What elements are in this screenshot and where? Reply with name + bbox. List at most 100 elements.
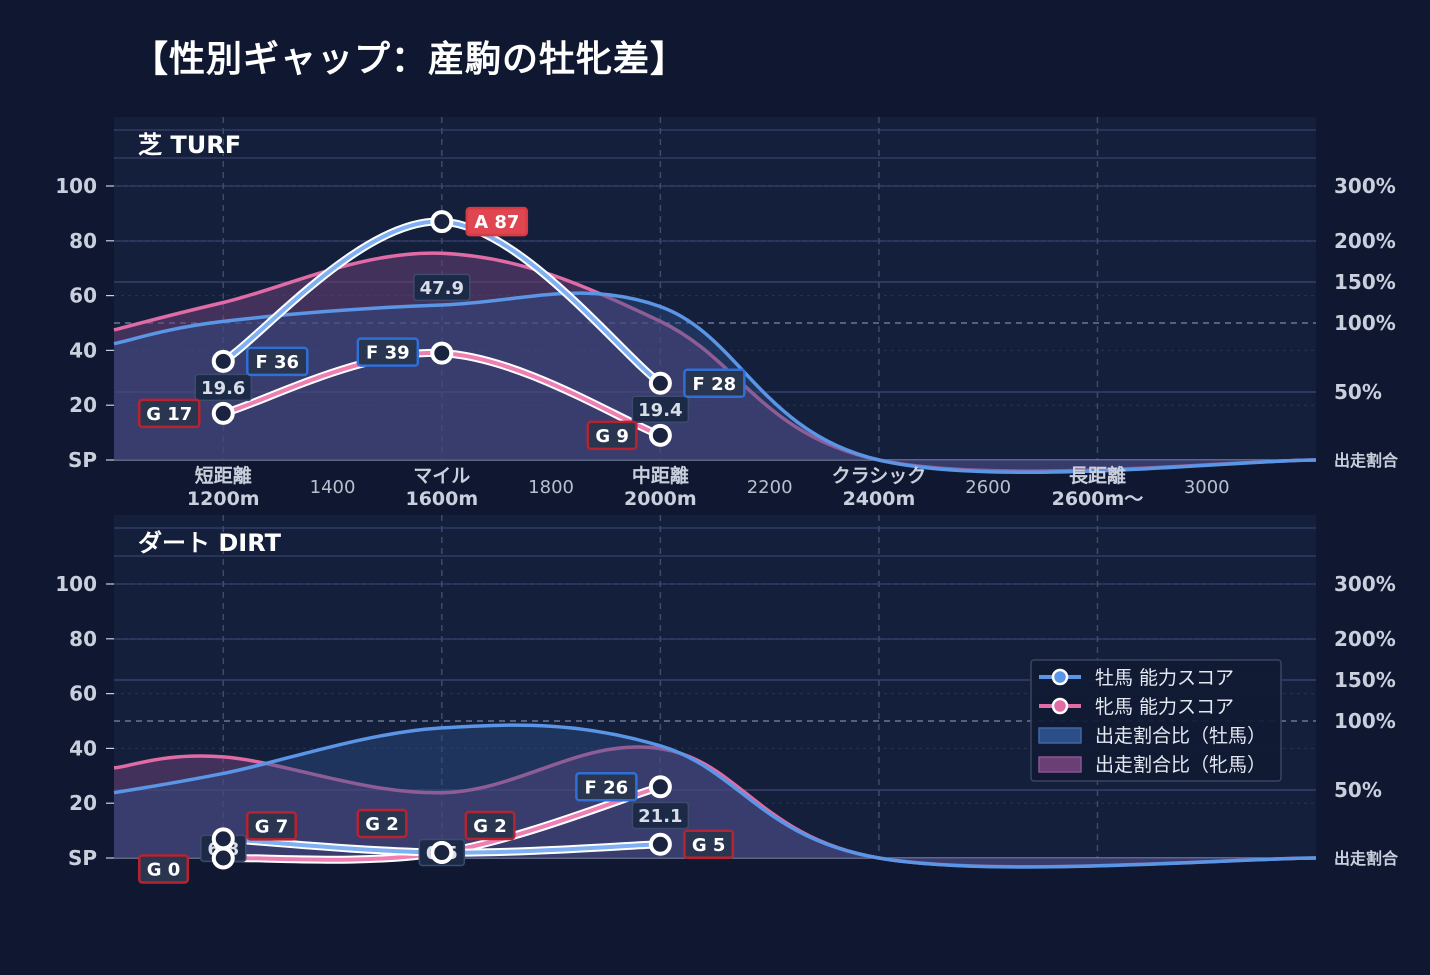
y-left-tick-label: 60 [69, 284, 97, 308]
grade-badge-box [246, 811, 298, 841]
legend-label: 出走割合比（牝馬） [1095, 754, 1266, 776]
panel-label: 芝 TURF [138, 131, 241, 159]
grade-badge: G 2 [464, 810, 516, 841]
grade-badge: G 7 [246, 811, 298, 841]
x-tick-category: クラシック [832, 465, 927, 487]
grade-badge: F 26 [575, 772, 638, 802]
grade-badge: G 9 [586, 420, 638, 451]
grade-badge: G 0 [138, 854, 190, 884]
x-tick-distance: 1600m [405, 488, 478, 510]
legend-item: 牡馬 能力スコア [1039, 667, 1234, 689]
grade-badge-label: G 9 [595, 426, 629, 447]
grade-badge-box [683, 829, 735, 860]
y-right-tick-label: 100% [1334, 311, 1396, 335]
page-title: 【性別ギャップ：産駒の牡牝差】 [132, 39, 688, 80]
gap-label: 19.6 [194, 373, 253, 402]
grade-badge: G 17 [138, 398, 201, 429]
grade-badge-label: G 2 [365, 814, 399, 835]
legend-label: 出走割合比（牡馬） [1095, 725, 1266, 747]
x-tick-category: 短距離 [195, 464, 252, 487]
grade-badge-box [465, 206, 529, 237]
share-line-male [113, 291, 1317, 475]
y-left-tick-label: 100 [55, 572, 97, 596]
grade-badge-box [586, 420, 638, 451]
y-left-tick-label: 80 [69, 229, 97, 253]
score-point-male [648, 371, 672, 395]
y-right-tick-label: 200% [1334, 229, 1396, 253]
panel-label: ダート DIRT [138, 529, 282, 557]
y-right-tick-label: 出走割合 [1334, 849, 1399, 868]
gap-label: 21.1 [631, 801, 690, 830]
gap-label-box [413, 273, 471, 302]
grade-badge-label: F 26 [585, 777, 629, 798]
legend-label: 牡馬 能力スコア [1095, 667, 1234, 689]
gap-label-box [631, 801, 690, 830]
grade-badge-label: A 87 [474, 212, 519, 233]
x-tick-minor: 1400 [310, 477, 356, 498]
y-left-tick-label: 20 [69, 791, 97, 815]
gap-label-value: 21.1 [638, 806, 682, 827]
y-left-tick-label: 60 [69, 682, 97, 706]
grade-badge-box [683, 368, 746, 399]
grade-badge: A 87 [465, 206, 529, 237]
share-line-male [113, 723, 1317, 869]
legend-marker-swatch [1051, 668, 1069, 686]
gap-label-box [194, 373, 253, 402]
y-left-tick-label: 100 [55, 174, 97, 198]
grade-badge-box [464, 810, 516, 841]
y-left-tick-label: SP [68, 846, 97, 870]
x-tick-minor: 1800 [528, 477, 574, 498]
grade-badge-label: G 2 [473, 816, 507, 837]
grade-badge-box [356, 337, 420, 367]
legend-marker-swatch [1051, 697, 1069, 715]
y-right-tick-label: 300% [1334, 174, 1396, 198]
x-tick-category: 中距離 [632, 464, 689, 487]
score-point-female [211, 846, 235, 870]
y-right-tick-label: 150% [1334, 270, 1396, 294]
y-left-tick-label: 40 [69, 736, 97, 760]
legend-item: 牝馬 能力スコア [1039, 696, 1234, 718]
score-point-male [648, 832, 672, 856]
y-left-tick-label: 80 [69, 627, 97, 651]
score-point-male [211, 349, 235, 373]
gap-label-value: 47.9 [420, 278, 464, 299]
legend-item: 出走割合比（牡馬） [1038, 725, 1266, 747]
gap-label-value: 19.6 [201, 378, 245, 399]
legend-patch-swatch [1038, 756, 1082, 773]
score-point-female [430, 341, 454, 365]
y-right-tick-label: 50% [1334, 778, 1382, 802]
y-right-tick-label: 150% [1334, 668, 1396, 692]
y-right-tick-label: 50% [1334, 380, 1382, 404]
legend-patch-swatch [1038, 727, 1082, 744]
grade-badge: G 2 [356, 808, 408, 839]
grade-badge-label: G 17 [146, 404, 192, 425]
y-left-tick-label: 20 [69, 393, 97, 417]
grade-badge-label: G 5 [692, 835, 726, 856]
grade-badge-box [356, 808, 408, 839]
gap-label-value: 19.4 [638, 400, 682, 421]
chart-panel-1: 芝 TURF SP 20 40 60 80 100 出走割合 50% 100% 150% 200% 30… [55, 117, 1399, 510]
grade-badge: F 36 [246, 346, 309, 377]
gap-label: 19.4 [631, 395, 690, 424]
score-point-male [211, 827, 235, 851]
grade-badge-box [575, 772, 638, 802]
score-point-female [211, 401, 235, 425]
grade-badge: G 5 [683, 829, 735, 860]
grade-badge-label: F 28 [693, 374, 737, 395]
grade-badge-box [246, 346, 309, 377]
share-area-female [114, 746, 1316, 867]
y-right-tick-label: 100% [1334, 709, 1396, 733]
y-right-tick-label: 出走割合 [1334, 451, 1399, 470]
y-right-tick-label: 300% [1334, 572, 1396, 596]
x-tick-distance: 2600m〜 [1052, 488, 1144, 510]
grade-badge-label: G 0 [147, 860, 181, 881]
score-point-female [430, 841, 454, 865]
legend-label: 牝馬 能力スコア [1095, 696, 1234, 718]
x-tick-distance: 1200m [187, 488, 260, 510]
gap-label: 47.9 [413, 273, 471, 302]
share-area-male [114, 725, 1316, 867]
grade-badge-label: F 39 [366, 343, 410, 364]
score-point-female [648, 775, 672, 799]
